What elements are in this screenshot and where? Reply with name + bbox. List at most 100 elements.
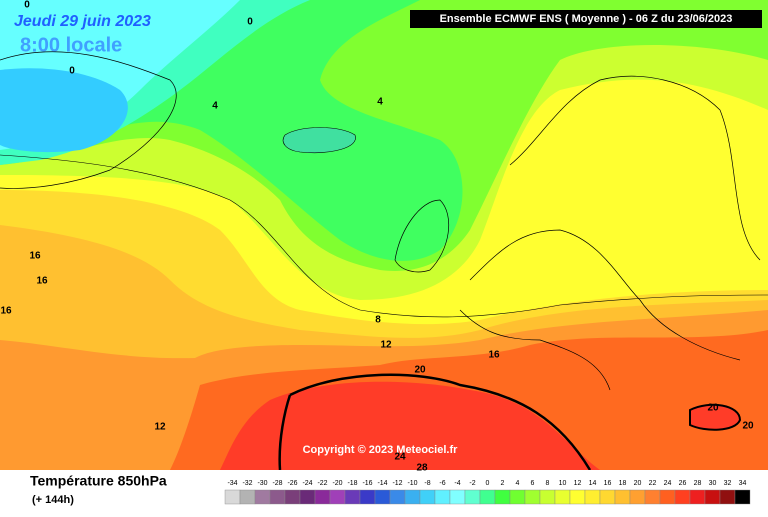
contour-label: 24 (394, 452, 406, 463)
scale-swatch (284, 489, 301, 505)
contour-label: 28 (416, 463, 428, 474)
scale-swatch (689, 489, 706, 505)
isotherm-line (0, 154, 768, 318)
scale-label: 28 (694, 480, 702, 487)
contour-label: 16 (488, 350, 500, 361)
coastline-europe (394, 75, 761, 391)
scale-swatch (359, 489, 376, 505)
contour-label: 0 (247, 17, 253, 28)
contour-label: 20 (742, 421, 754, 432)
scale-label: 26 (679, 480, 687, 487)
scale-label: 4 (516, 480, 520, 487)
scale-label: 8 (546, 480, 550, 487)
scale-label: -4 (454, 480, 460, 487)
scale-label: 14 (589, 480, 597, 487)
scale-label: -22 (317, 480, 327, 487)
scale-swatch (449, 489, 466, 505)
scale-swatch (479, 489, 496, 505)
scale-label: -14 (377, 480, 387, 487)
scale-label: -34 (227, 480, 237, 487)
scale-label: 22 (649, 480, 657, 487)
scale-label: 2 (501, 480, 505, 487)
contour-label: 8 (375, 315, 381, 326)
scale-swatch (494, 489, 511, 505)
scale-label: -30 (257, 480, 267, 487)
contour-label: 4 (212, 101, 218, 112)
scale-swatch (224, 489, 241, 505)
contour-label: 0 (69, 66, 75, 77)
scale-swatch (269, 489, 286, 505)
date-label: Jeudi 29 juin 2023 (14, 13, 151, 30)
time-label: 8:00 locale (20, 34, 122, 56)
scale-label: -10 (407, 480, 417, 487)
scale-swatch (389, 489, 406, 505)
contour-label: 12 (380, 340, 392, 351)
scale-label: -16 (362, 480, 372, 487)
scale-swatch (719, 489, 736, 505)
scale-swatch (344, 489, 361, 505)
scale-swatch (374, 489, 391, 505)
scale-label: -32 (242, 480, 252, 487)
scale-swatch (599, 489, 616, 505)
scale-label: 18 (619, 480, 627, 487)
scale-swatch (569, 489, 586, 505)
scale-label: -6 (439, 480, 445, 487)
contour-label: 16 (29, 251, 41, 262)
scale-swatch (734, 489, 751, 505)
scale-label: -18 (347, 480, 357, 487)
scale-swatch (509, 489, 526, 505)
contour-label: 20 (414, 365, 426, 376)
scale-swatch (464, 489, 481, 505)
scale-label: 6 (531, 480, 535, 487)
scale-label: -8 (424, 480, 430, 487)
scale-swatch (644, 489, 661, 505)
scale-label: -26 (287, 480, 297, 487)
copyright: Copyright © 2023 Meteociel.fr (303, 444, 459, 456)
scale-swatch (239, 489, 256, 505)
scale-swatch (629, 489, 646, 505)
scale-swatch (704, 489, 721, 505)
scale-swatch (584, 489, 601, 505)
contour-label: 0 (24, 0, 30, 11)
scale-swatch (299, 489, 316, 505)
iceland (282, 127, 356, 153)
scale-label: 12 (574, 480, 582, 487)
scale-label: 10 (559, 480, 567, 487)
isotherm-20 (278, 373, 592, 471)
scale-swatch (674, 489, 691, 505)
header-box (410, 10, 762, 28)
scale-swatch (404, 489, 421, 505)
footer-subtitle: (+ 144h) (32, 494, 74, 506)
footer-title: Température 850hPa (30, 473, 167, 489)
scale-label: -24 (302, 480, 312, 487)
contour-label: 12 (154, 422, 166, 433)
zone-cold-core (0, 68, 128, 153)
scale-label: -20 (332, 480, 342, 487)
contour-label: 16 (36, 276, 48, 287)
scale-swatch (419, 489, 436, 505)
model-label: Ensemble ECMWF ENS ( Moyenne ) - 06 Z du… (440, 13, 733, 25)
scale-swatch (329, 489, 346, 505)
scale-swatch (314, 489, 331, 505)
scale-label: 0 (486, 480, 490, 487)
scale-swatch (659, 489, 676, 505)
scale-label: 16 (604, 480, 612, 487)
scale-label: 20 (634, 480, 642, 487)
isotherm-20-east (689, 403, 742, 431)
coastline-greenland (0, 51, 177, 189)
scale-swatch (434, 489, 451, 505)
scale-label: 34 (739, 480, 747, 487)
scale-swatch (254, 489, 271, 505)
scale-label: -12 (392, 480, 402, 487)
scale-swatch (614, 489, 631, 505)
scale-swatch (524, 489, 541, 505)
scale-label: 30 (709, 480, 717, 487)
contour-label: 16 (0, 306, 12, 317)
scale-label: -28 (272, 480, 282, 487)
contour-label: 20 (707, 403, 719, 414)
scale-label: 32 (724, 480, 732, 487)
contour-label: 4 (377, 97, 383, 108)
scale-label: 24 (664, 480, 672, 487)
